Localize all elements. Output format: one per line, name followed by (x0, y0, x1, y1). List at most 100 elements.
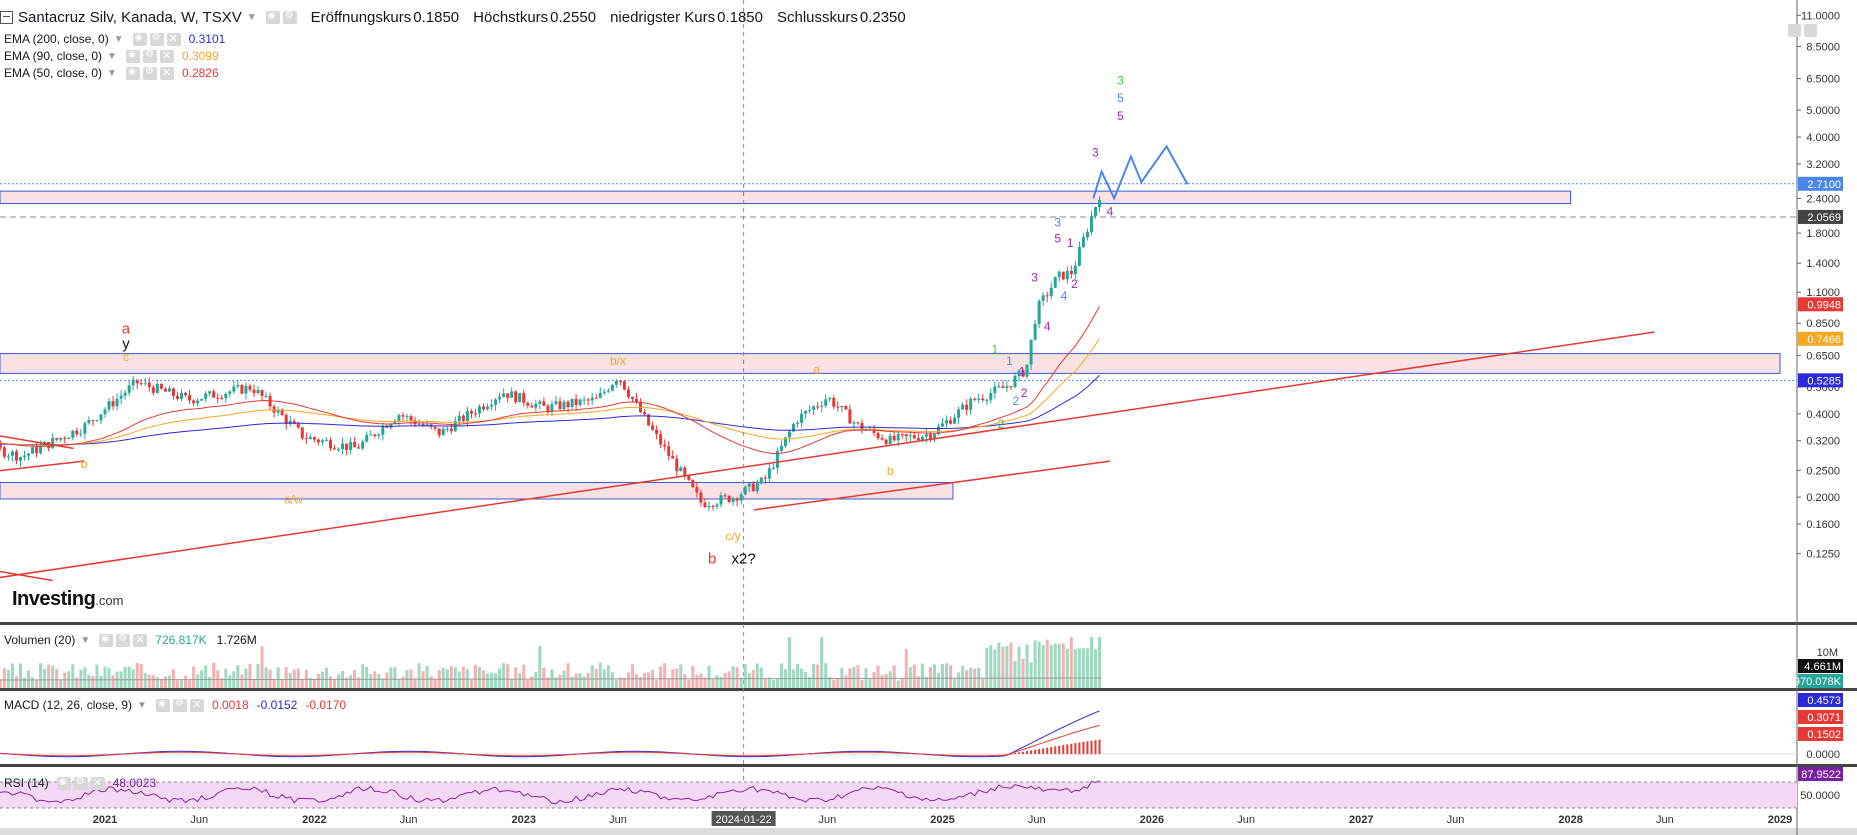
candle-body (630, 396, 634, 399)
candle-body (143, 382, 147, 384)
candle-body (546, 405, 550, 412)
volume-bar (0, 679, 2, 688)
chevron-down-icon[interactable]: ▼ (107, 50, 117, 62)
volume-bar (43, 668, 47, 688)
close-icon[interactable] (159, 66, 174, 80)
volume-bar (743, 663, 747, 688)
close-icon[interactable] (90, 776, 105, 790)
chevron-down-icon[interactable]: ▼ (80, 634, 91, 646)
candle-body (534, 403, 538, 408)
candle-body (75, 430, 79, 435)
chart-tools (1788, 24, 1817, 37)
macd-histogram-bar (1030, 750, 1033, 754)
volume-bar (820, 637, 824, 688)
volume-bar (767, 677, 771, 688)
symbol-title[interactable]: Santacruz Silv, Kanada, W, TSXV (18, 8, 242, 26)
eye-icon[interactable] (265, 10, 280, 24)
candle-body (590, 397, 594, 401)
gear-icon[interactable] (142, 49, 157, 63)
gear-icon[interactable] (116, 633, 131, 647)
macd-value-2: -0.0152 (256, 698, 298, 712)
rsi-label: RSI (14) (4, 776, 49, 790)
low-value: 0.1850 (717, 8, 763, 26)
chevron-down-icon[interactable]: ▼ (246, 11, 257, 23)
price-tick-label: 0.3200 (1806, 436, 1840, 448)
volume-bar (304, 669, 308, 688)
volume-bar (1029, 662, 1033, 688)
minimize-icon[interactable] (1788, 24, 1801, 37)
candle-body (268, 395, 272, 407)
volume-bar (123, 667, 127, 688)
volume-bar (614, 679, 618, 688)
eye-icon[interactable] (155, 698, 170, 712)
candle-body (1037, 300, 1041, 324)
gear-icon[interactable] (142, 66, 157, 80)
ema-200-legend[interactable]: EMA (200, close, 0) ▼ 0.3101 (4, 31, 225, 47)
gear-icon[interactable] (149, 32, 164, 46)
price-tick-label: 11.0000 (1801, 10, 1840, 22)
gear-icon[interactable] (172, 698, 187, 712)
gear-icon[interactable] (73, 776, 88, 790)
rsi-legend[interactable]: RSI (14) 48.0023 (4, 775, 156, 791)
volume-bar (675, 668, 679, 688)
candle-body (369, 434, 373, 436)
volume-bar (779, 663, 783, 688)
eye-icon[interactable] (125, 49, 140, 63)
macd-value-3: -0.0170 (305, 698, 347, 712)
candle-body (163, 388, 167, 392)
volume-bar (22, 677, 26, 688)
volume-bar (385, 672, 389, 688)
volume-bar (369, 674, 373, 688)
ema-50-legend[interactable]: EMA (50, close, 0) ▼ 0.2826 (4, 65, 219, 81)
macd-legend[interactable]: MACD (12, 26, close, 9) ▼ 0.0018 -0.0152… (4, 697, 346, 713)
volume-bar (655, 679, 659, 688)
eye-icon[interactable] (125, 66, 140, 80)
candle-body (884, 439, 888, 445)
trendline (0, 435, 74, 450)
eye-icon[interactable] (99, 633, 114, 647)
volume-bar (131, 669, 135, 688)
collapse-icon[interactable] (0, 10, 13, 24)
close-icon[interactable] (166, 32, 181, 46)
candle-body (240, 385, 244, 394)
candle-body (196, 400, 200, 404)
candle-body (381, 426, 385, 435)
candle-body (667, 446, 671, 456)
volume-bar (739, 677, 743, 688)
chevron-down-icon[interactable]: ▼ (113, 33, 124, 45)
candle-body (755, 483, 759, 492)
gear-icon[interactable] (282, 10, 297, 24)
candle-body (349, 441, 353, 450)
candle-body (31, 447, 35, 454)
candle-body (147, 382, 151, 388)
volume-bar (18, 663, 22, 688)
eye-icon[interactable] (56, 776, 71, 790)
wave-label: b/x (610, 354, 626, 368)
volume-bar (502, 663, 506, 688)
close-icon[interactable] (189, 698, 204, 712)
close-icon[interactable] (159, 49, 174, 63)
volume-bar (965, 670, 969, 688)
candle-body (276, 409, 280, 413)
volume-legend[interactable]: Volumen (20) ▼ 726.817K 1.726M (4, 632, 257, 648)
volume-bar (554, 677, 558, 688)
maximize-icon[interactable] (1804, 24, 1817, 37)
ema-90-legend[interactable]: EMA (90, close, 0) ▼ 0.3099 (4, 48, 219, 64)
eye-icon[interactable] (132, 32, 147, 46)
ema-line (0, 374, 1100, 446)
volume-bar (441, 667, 445, 688)
volume-bar (707, 665, 711, 688)
volume-bar (1025, 644, 1029, 688)
volume-bar (804, 671, 808, 688)
candle-body (477, 406, 481, 414)
chevron-down-icon[interactable]: ▼ (107, 67, 117, 79)
pane-separator (0, 688, 1857, 691)
candle-body (139, 383, 143, 385)
volume-bar (526, 679, 530, 688)
close-icon[interactable] (133, 633, 148, 647)
volume-bar (328, 676, 332, 688)
price-badge: 0.5285 (1807, 375, 1841, 387)
candle-body (204, 393, 208, 399)
chevron-down-icon[interactable]: ▼ (137, 699, 147, 711)
